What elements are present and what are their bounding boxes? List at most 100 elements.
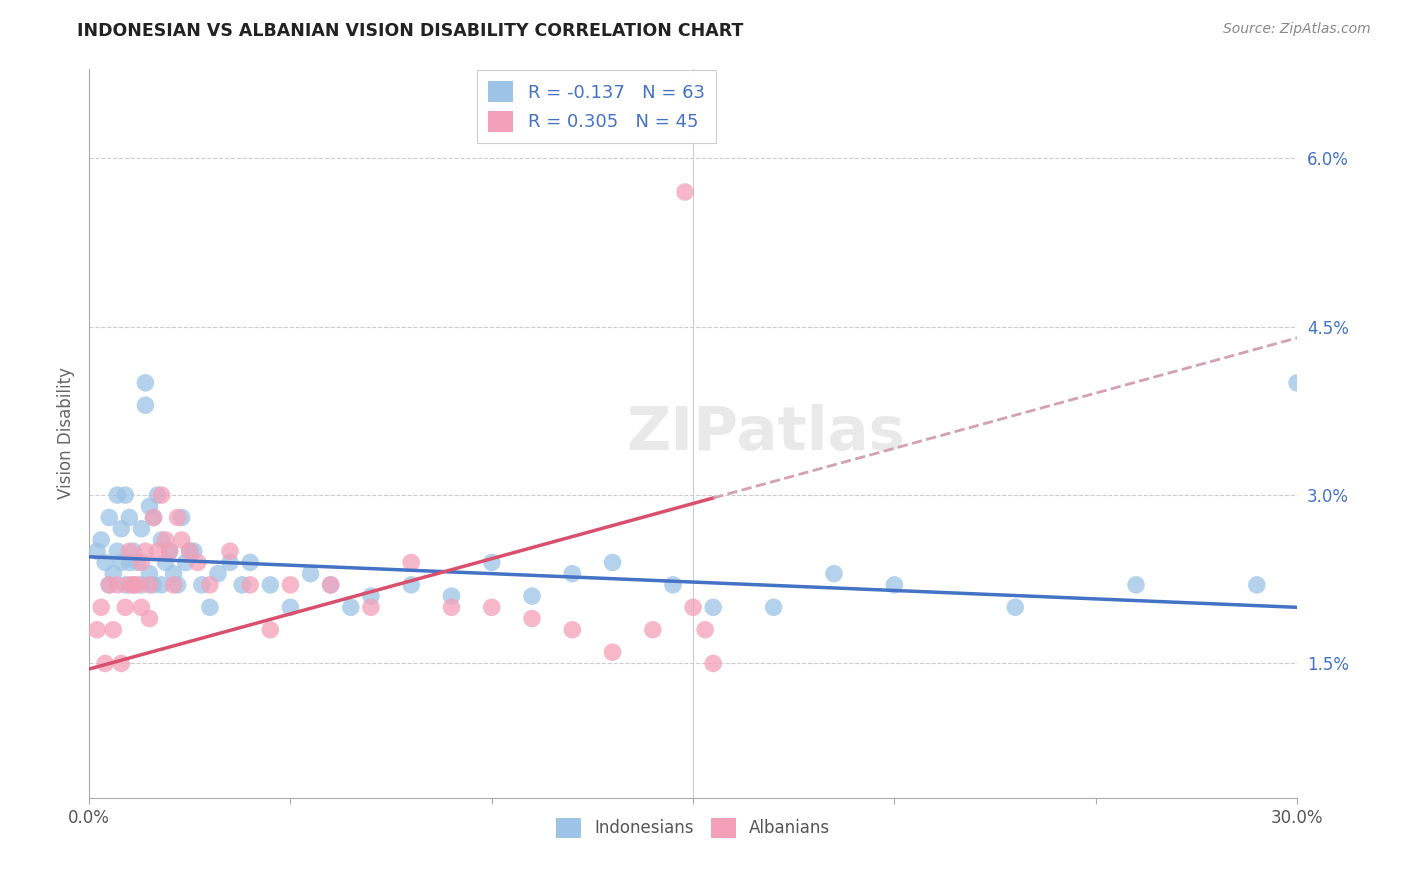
Point [187, 556, 209, 570]
Legend: Indonesians, Albanians: Indonesians, Albanians [550, 811, 837, 845]
Point [239, 556, 262, 570]
Point [682, 600, 704, 615]
Point [162, 566, 184, 581]
Point [118, 556, 141, 570]
Point [142, 510, 165, 524]
Point [122, 544, 145, 558]
Point [198, 578, 221, 592]
Point [219, 544, 242, 558]
Point [150, 488, 173, 502]
Point [239, 578, 262, 592]
Y-axis label: Vision Disability: Vision Disability [58, 368, 75, 500]
Point [319, 578, 342, 592]
Point [481, 600, 503, 615]
Point [823, 566, 845, 581]
Point [94, 556, 117, 570]
Point [179, 544, 201, 558]
Point [641, 623, 664, 637]
Point [399, 556, 422, 570]
Text: Source: ZipAtlas.com: Source: ZipAtlas.com [1223, 22, 1371, 37]
Point [150, 578, 173, 592]
Point [159, 544, 181, 558]
Point [131, 556, 153, 570]
Point [142, 578, 165, 592]
Point [105, 544, 128, 558]
Point [86, 623, 108, 637]
Point [110, 657, 132, 671]
Point [166, 510, 188, 524]
Point [695, 623, 717, 637]
Point [98, 578, 121, 592]
Point [134, 544, 156, 558]
Point [118, 510, 141, 524]
Point [146, 488, 169, 502]
Point [134, 376, 156, 390]
Point [118, 544, 141, 558]
Point [155, 556, 177, 570]
Point [662, 578, 685, 592]
Point [673, 185, 696, 199]
Point [131, 522, 153, 536]
Point [127, 556, 149, 570]
Point [1004, 600, 1026, 615]
Point [114, 600, 136, 615]
Point [162, 578, 184, 592]
Text: INDONESIAN VS ALBANIAN VISION DISABILITY CORRELATION CHART: INDONESIAN VS ALBANIAN VISION DISABILITY… [77, 22, 744, 40]
Point [259, 623, 281, 637]
Point [481, 556, 503, 570]
Point [319, 578, 342, 592]
Text: ZIPatlas: ZIPatlas [626, 404, 905, 463]
Point [440, 589, 463, 603]
Point [170, 510, 193, 524]
Point [340, 600, 363, 615]
Point [146, 544, 169, 558]
Point [90, 600, 112, 615]
Point [259, 578, 281, 592]
Point [166, 578, 188, 592]
Point [86, 544, 108, 558]
Point [174, 556, 197, 570]
Point [360, 589, 382, 603]
Point [150, 533, 173, 547]
Point [170, 533, 193, 547]
Point [103, 623, 125, 637]
Point [138, 578, 160, 592]
Point [1286, 376, 1309, 390]
Point [134, 398, 156, 412]
Point [118, 578, 141, 592]
Point [520, 611, 543, 625]
Point [110, 556, 132, 570]
Point [105, 578, 128, 592]
Point [122, 578, 145, 592]
Point [98, 510, 121, 524]
Point [231, 578, 253, 592]
Point [280, 600, 302, 615]
Point [114, 578, 136, 592]
Point [114, 488, 136, 502]
Point [1125, 578, 1147, 592]
Point [602, 556, 624, 570]
Point [159, 544, 181, 558]
Point [207, 566, 229, 581]
Point [90, 533, 112, 547]
Point [219, 556, 242, 570]
Point [105, 488, 128, 502]
Point [360, 600, 382, 615]
Point [127, 578, 149, 592]
Point [191, 578, 214, 592]
Point [702, 657, 724, 671]
Point [142, 510, 165, 524]
Point [138, 566, 160, 581]
Point [183, 544, 205, 558]
Point [602, 645, 624, 659]
Point [179, 544, 201, 558]
Point [561, 623, 583, 637]
Point [702, 600, 724, 615]
Point [131, 578, 153, 592]
Point [883, 578, 905, 592]
Point [110, 522, 132, 536]
Point [561, 566, 583, 581]
Point [440, 600, 463, 615]
Point [1246, 578, 1268, 592]
Point [155, 533, 177, 547]
